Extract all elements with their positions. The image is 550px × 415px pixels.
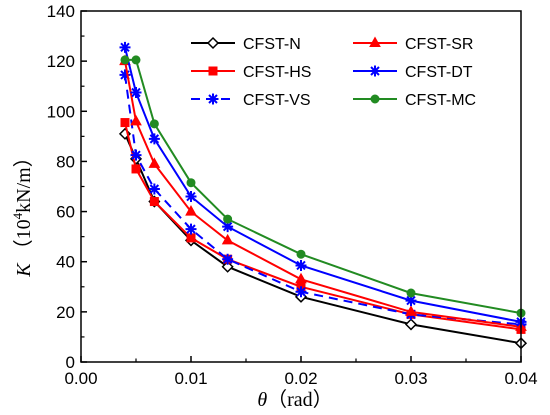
data-point-cfst-mc xyxy=(120,55,130,65)
x-axis-title: θ（rad） xyxy=(257,388,332,411)
legend-swatch-marker xyxy=(208,66,218,76)
legend-label: CFST-VS xyxy=(243,92,311,109)
data-point-cfst-vs xyxy=(130,149,142,161)
legend-label: CFST-N xyxy=(243,36,301,53)
axes: 0.00 0.01 0.02 0.03 0.04 0 20 40 60 80 100 120 140 xyxy=(47,2,538,388)
data-point-cfst-hs xyxy=(186,233,196,243)
data-point-cfst-hs xyxy=(149,197,159,207)
y-axis-unit-rest: kN/m） xyxy=(12,147,35,213)
y-axis-symbol: K xyxy=(13,262,35,278)
y-tick-label: 100 xyxy=(47,102,75,121)
data-point-cfst-mc xyxy=(406,288,416,298)
y-tick-label: 40 xyxy=(56,253,75,272)
legend-entry-cfst-dt: CFST-DT xyxy=(353,64,473,81)
y-tick-label: 0 xyxy=(66,353,75,372)
y-axis-unit-exp: 4 xyxy=(10,212,25,219)
series-line-cfst-sr xyxy=(124,60,522,328)
x-tick-label: 0.01 xyxy=(174,369,207,388)
y-axis-unit-open: （10 xyxy=(12,219,35,259)
legend-label: CFST-DT xyxy=(405,64,473,81)
legend-label: CFST-HS xyxy=(243,64,311,81)
data-point-cfst-dt xyxy=(405,295,417,307)
legend-entry-cfst-sr: CFST-SR xyxy=(353,36,473,53)
data-point-cfst-mc xyxy=(223,214,233,224)
legend-swatch-marker xyxy=(370,94,380,104)
legend-entry-cfst-vs: CFST-VS xyxy=(191,92,311,109)
data-point-cfst-sr xyxy=(295,272,307,284)
data-point-cfst-hs xyxy=(131,164,141,174)
series-cfst-mc xyxy=(120,55,526,318)
data-point-cfst-vs xyxy=(119,69,131,81)
data-point-cfst-dt xyxy=(148,133,160,145)
series-line-cfst-mc xyxy=(125,58,522,315)
data-point-cfst-sr xyxy=(185,205,197,216)
series-line-cfst-n xyxy=(124,133,522,345)
x-tick-label: 0.02 xyxy=(284,369,317,388)
series-cfst-sr xyxy=(119,54,527,331)
legend-swatch-marker xyxy=(206,36,220,50)
y-tick-label: 80 xyxy=(56,152,75,171)
data-point-cfst-sr xyxy=(405,305,417,316)
y-tick-label: 140 xyxy=(47,2,75,21)
data-point-cfst-dt xyxy=(222,221,234,233)
data-point-cfst-vs xyxy=(185,223,197,235)
data-point-cfst-hs xyxy=(120,118,130,128)
legend-swatch-marker xyxy=(207,93,219,105)
x-tick-label: 0.00 xyxy=(64,369,97,388)
data-point-cfst-mc xyxy=(131,55,141,65)
legend-entry-cfst-mc: CFST-MC xyxy=(353,92,476,109)
legend: CFST-N CFST-SR CFST-HS CFST-DT CFST-VS CFST-M… xyxy=(191,36,476,109)
data-point-cfst-vs xyxy=(148,183,160,195)
series-cfst-dt xyxy=(119,41,527,328)
data-point-cfst-mc xyxy=(149,119,159,129)
data-point-cfst-n xyxy=(221,260,234,273)
y-axis-title: K （104kN/m） xyxy=(10,147,35,277)
series-line-cfst-vs xyxy=(124,74,522,326)
data-point-cfst-dt xyxy=(185,191,197,203)
data-point-cfst-sr xyxy=(130,114,142,126)
series-cfst-hs xyxy=(120,118,526,334)
x-axis-unit: （rad） xyxy=(267,388,333,411)
x-tick-label: 0.03 xyxy=(394,369,427,388)
data-point-cfst-dt xyxy=(130,86,142,98)
data-point-cfst-n xyxy=(404,318,418,331)
data-point-cfst-sr xyxy=(221,233,234,245)
data-point-cfst-mc xyxy=(186,178,196,188)
legend-entry-cfst-hs: CFST-HS xyxy=(191,64,311,81)
legend-entry-cfst-n: CFST-N xyxy=(191,36,301,53)
x-tick-label: 0.04 xyxy=(504,369,537,388)
legend-label: CFST-MC xyxy=(405,92,476,109)
data-point-cfst-vs xyxy=(295,286,307,298)
legend-label: CFST-SR xyxy=(405,36,473,53)
data-point-cfst-dt xyxy=(295,259,307,271)
series-cfst-n xyxy=(118,127,528,350)
legend-swatch-marker xyxy=(369,36,381,47)
legend-swatch-marker xyxy=(369,65,381,77)
data-point-cfst-sr xyxy=(148,157,161,168)
series-line-cfst-dt xyxy=(124,47,522,323)
x-axis-symbol: θ xyxy=(257,389,267,411)
data-point-cfst-dt xyxy=(119,41,131,53)
y-tick-label: 60 xyxy=(56,203,75,222)
data-point-cfst-vs xyxy=(222,253,234,265)
series-line-cfst-hs xyxy=(124,122,522,331)
y-tick-label: 120 xyxy=(47,52,75,71)
plot-area xyxy=(118,41,528,350)
y-tick-label: 20 xyxy=(56,303,75,322)
data-point-cfst-mc xyxy=(296,249,306,259)
